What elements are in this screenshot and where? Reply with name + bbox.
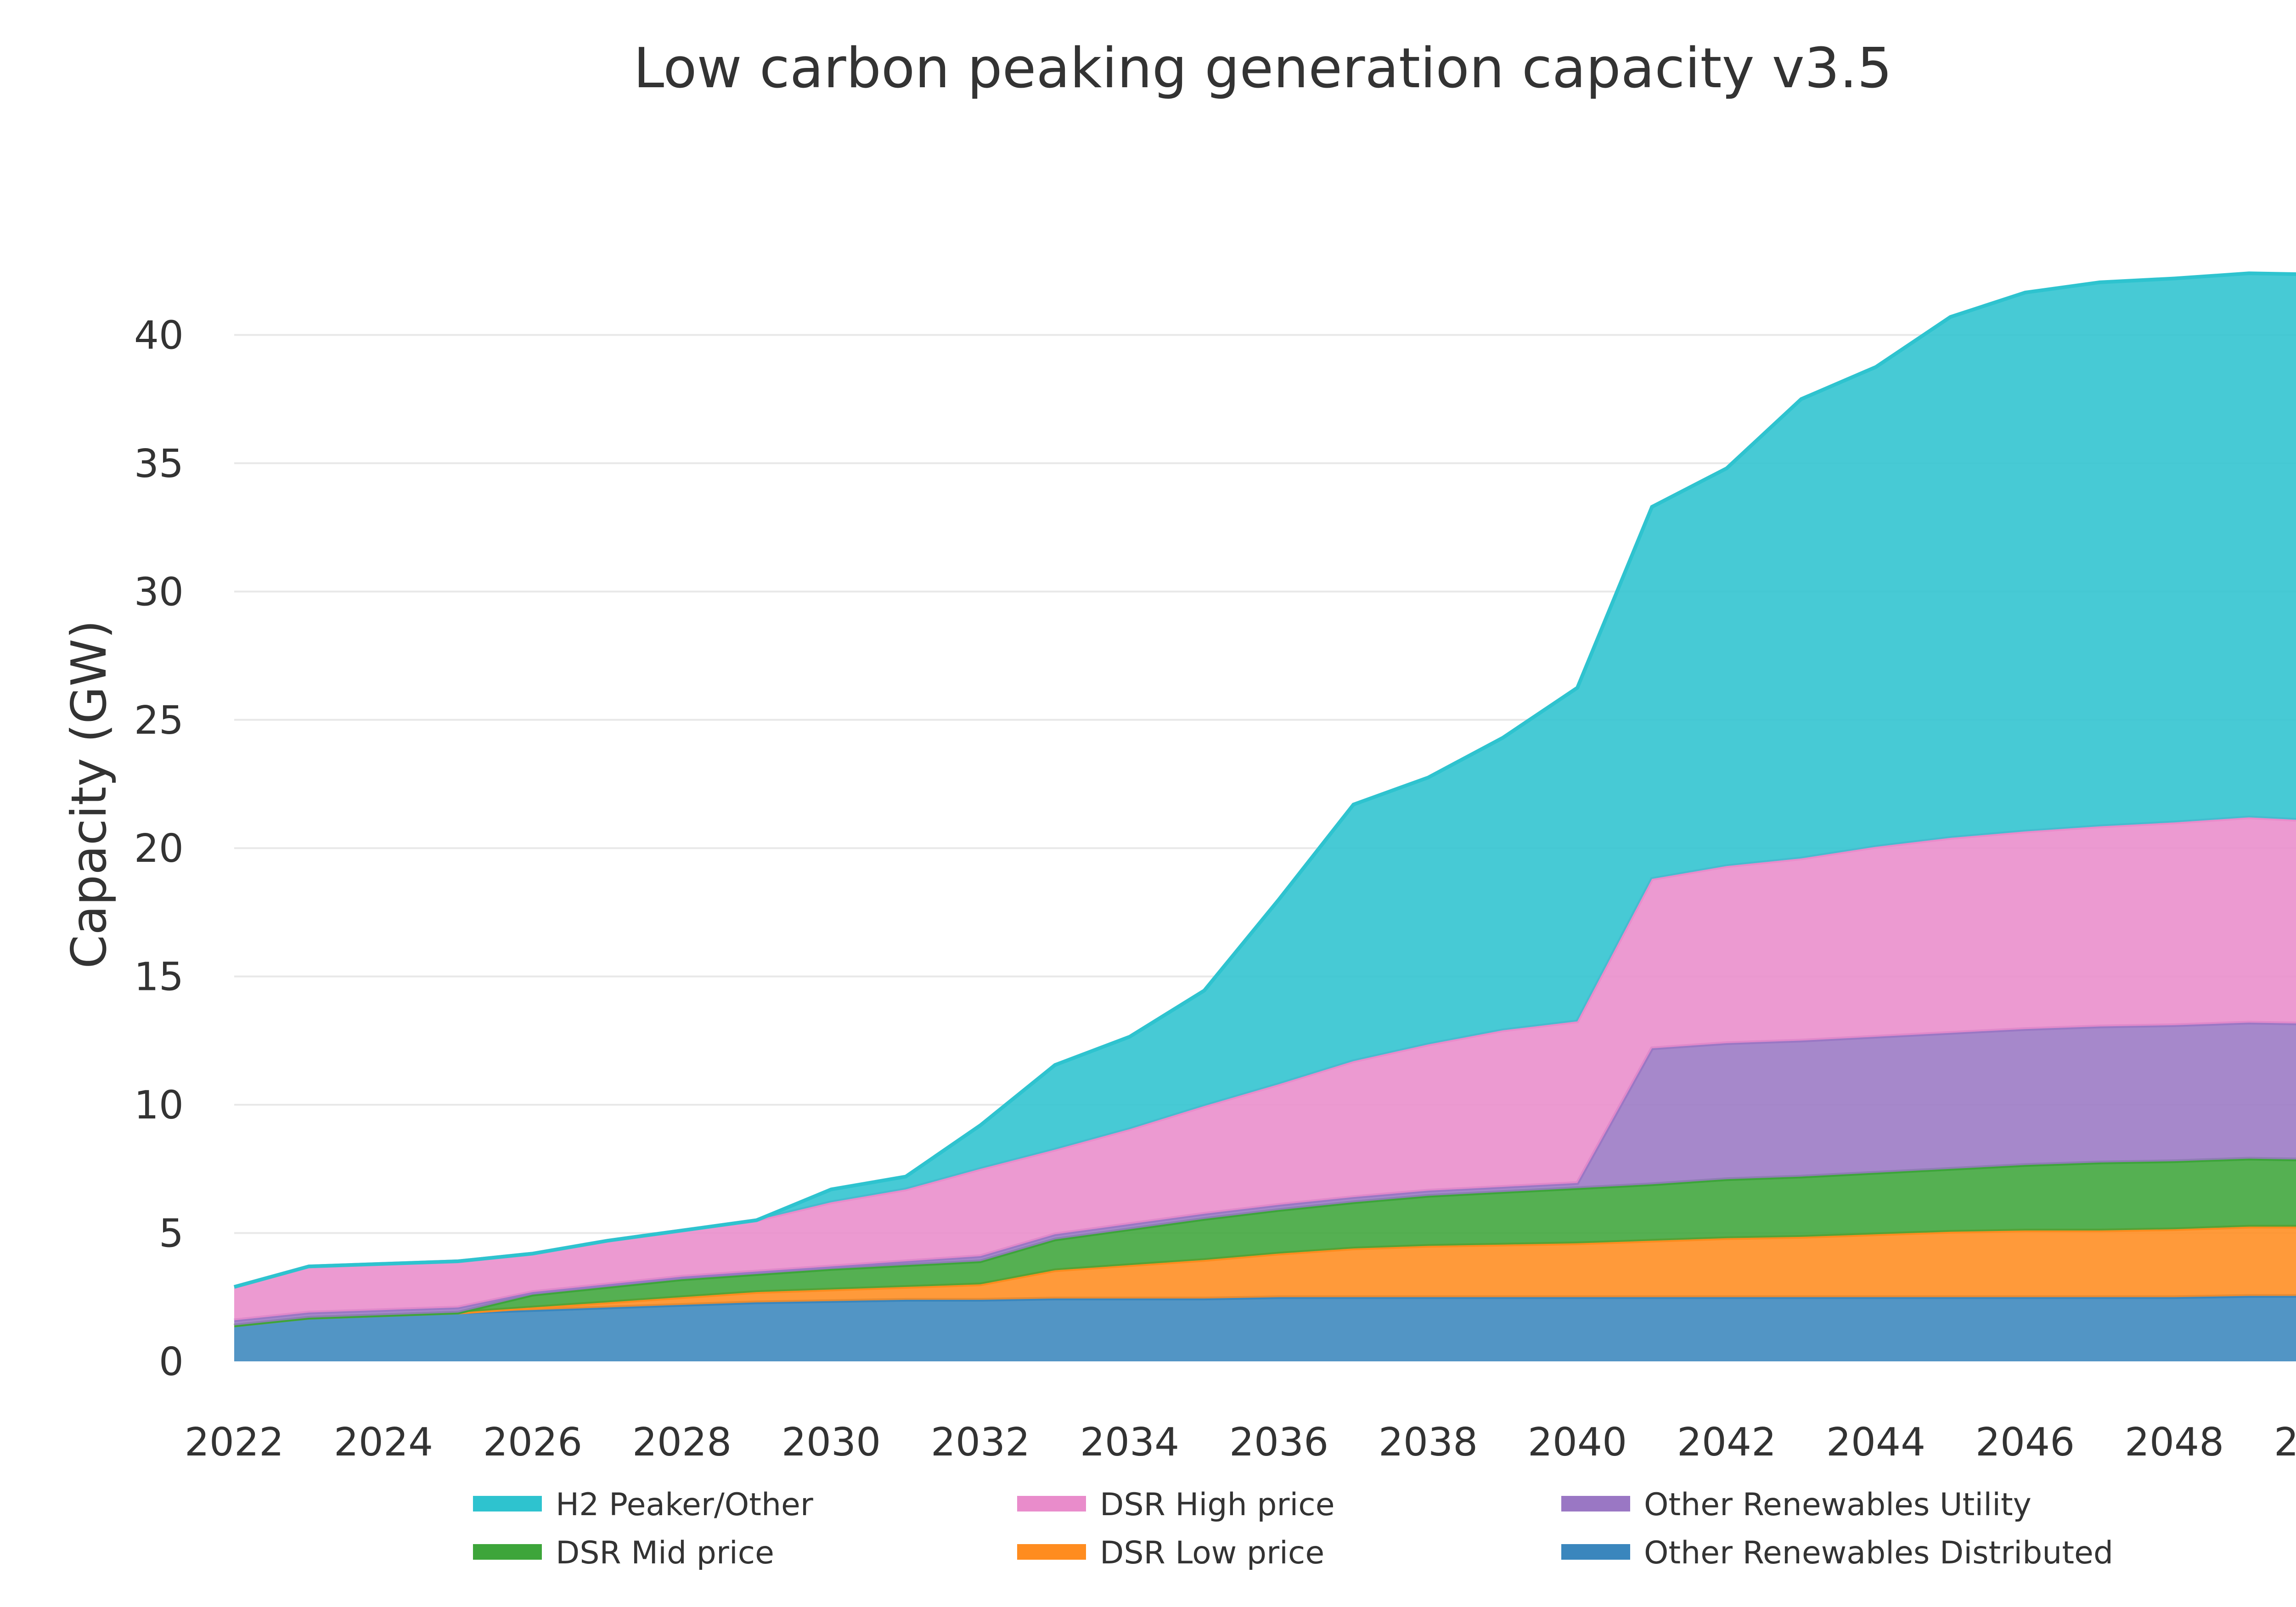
y-tick-label: 20 — [134, 826, 184, 871]
legend-label: DSR Mid price — [556, 1535, 774, 1571]
x-tick-label: 2022 — [185, 1420, 284, 1465]
legend-item[interactable]: DSR Low price — [1017, 1535, 1324, 1571]
x-tick-label: 2034 — [1080, 1420, 1179, 1465]
x-tick-label: 2044 — [1826, 1420, 1925, 1465]
legend: H2 Peaker/Other DSR High price Other Renew… — [473, 1487, 2113, 1571]
x-tick-label: 2038 — [1379, 1420, 1478, 1465]
x-tick-label: 2030 — [782, 1420, 881, 1465]
legend-label: H2 Peaker/Other — [556, 1487, 813, 1523]
y-axis-ticks: 0 5 10 15 20 25 30 35 40 — [134, 313, 184, 1385]
legend-item[interactable]: DSR High price — [1017, 1487, 1335, 1523]
x-tick-label: 2046 — [1975, 1420, 2075, 1465]
x-tick-label: 2026 — [483, 1420, 582, 1465]
legend-swatch — [1561, 1496, 1630, 1511]
x-tick-label: 2036 — [1229, 1420, 1328, 1465]
x-axis-ticks: 2022 2024 2026 2028 2030 2032 2034 2036 2038 2040… — [185, 1420, 2296, 1465]
y-tick-label: 5 — [159, 1211, 184, 1257]
area-h2-peaker-other — [234, 273, 2296, 1287]
legend-swatch — [473, 1544, 542, 1560]
x-tick-label: 2028 — [632, 1420, 732, 1465]
area-dsr-high-price — [234, 817, 2296, 1320]
legend-label: DSR Low price — [1100, 1535, 1324, 1571]
chart-title: Low carbon peaking generation capacity v… — [633, 37, 1892, 101]
x-tick-label: 2042 — [1677, 1420, 1776, 1465]
x-tick-label: 2050 — [2274, 1420, 2296, 1465]
legend-swatch — [1561, 1544, 1630, 1560]
y-tick-label: 35 — [134, 441, 184, 487]
legend-label: Other Renewables Utility — [1644, 1487, 2032, 1523]
legend-item[interactable]: DSR Mid price — [473, 1535, 774, 1571]
legend-swatch — [473, 1496, 542, 1511]
x-tick-label: 2040 — [1528, 1420, 1627, 1465]
x-tick-label: 2024 — [334, 1420, 433, 1465]
legend-item[interactable]: Other Renewables Utility — [1561, 1487, 2032, 1523]
y-tick-label: 10 — [134, 1083, 184, 1128]
legend-item[interactable]: Other Renewables Distributed — [1561, 1535, 2113, 1571]
plot-area — [233, 271, 2296, 1361]
area-other-renewables-utility — [234, 1023, 2296, 1326]
y-tick-label: 40 — [134, 313, 184, 358]
y-tick-label: 0 — [159, 1339, 184, 1385]
x-tick-label: 2032 — [931, 1420, 1030, 1465]
legend-swatch — [1017, 1544, 1086, 1560]
x-tick-label: 2048 — [2125, 1420, 2224, 1465]
y-tick-label: 25 — [134, 698, 184, 743]
area-other-renewables-distributed — [234, 1296, 2296, 1361]
legend-label: Other Renewables Distributed — [1644, 1535, 2113, 1571]
line-h2-peaker-other — [233, 271, 2296, 1289]
legend-item[interactable]: H2 Peaker/Other — [473, 1487, 813, 1523]
y-axis-label: Capacity (GW) — [61, 620, 117, 968]
y-tick-label: 30 — [134, 569, 184, 615]
legend-swatch — [1017, 1496, 1086, 1511]
area-dsr-low-price — [234, 1226, 2296, 1326]
y-tick-label: 15 — [134, 955, 184, 1000]
area-dsr-mid-price — [234, 1158, 2296, 1326]
legend-label: DSR High price — [1100, 1487, 1335, 1523]
